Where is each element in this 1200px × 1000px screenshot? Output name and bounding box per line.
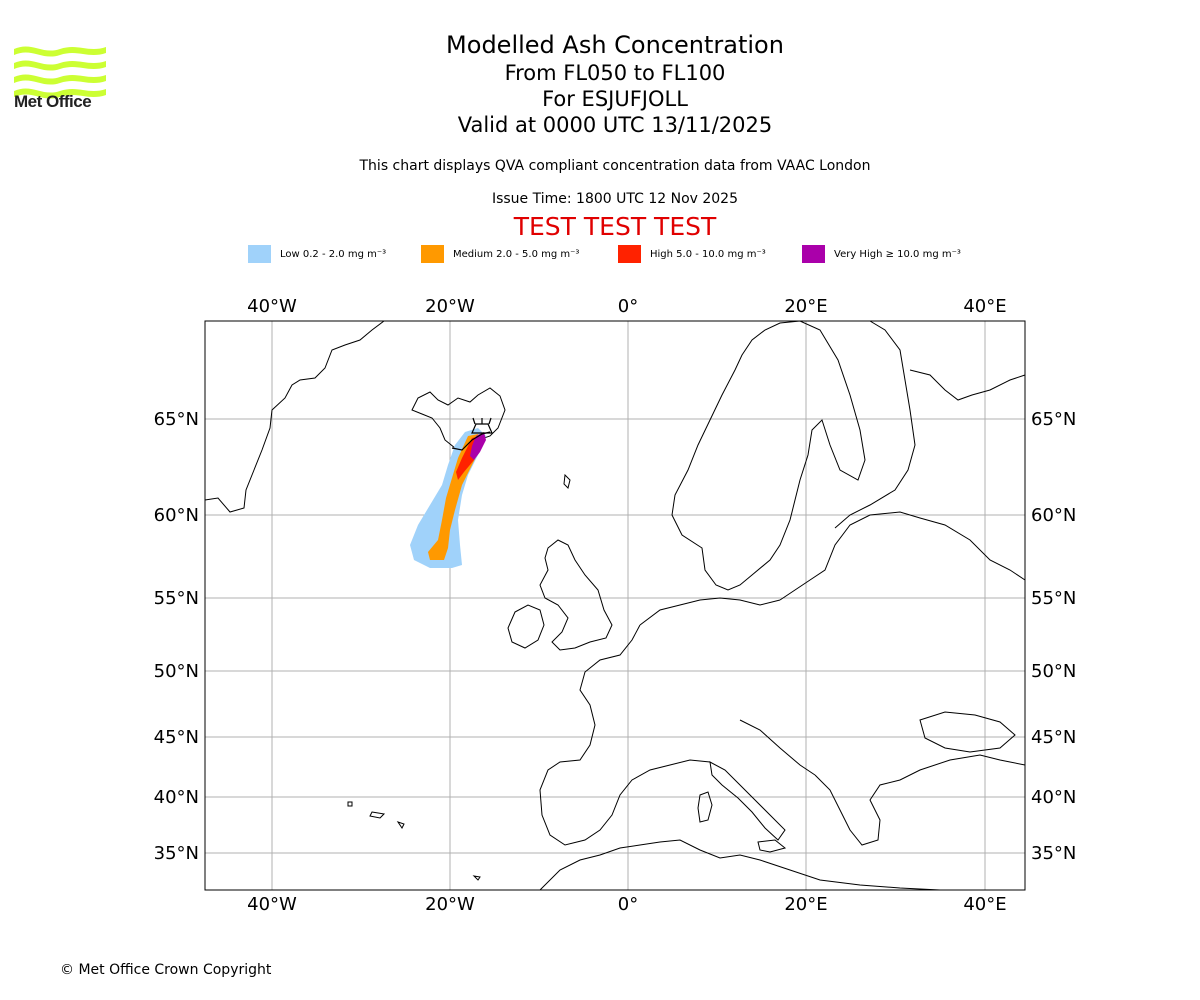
legend-swatch-low <box>248 245 271 263</box>
lon-label: 20°W <box>425 296 475 317</box>
lat-label: 35°N <box>1031 843 1076 864</box>
lon-label: 20°W <box>425 894 475 915</box>
legend-label-very-high: Very High ≥ 10.0 mg m⁻³ <box>834 248 961 260</box>
lat-label: 55°N <box>1031 588 1076 609</box>
legend-label-low: Low 0.2 - 2.0 mg m⁻³ <box>280 248 387 260</box>
legend-label-high: High 5.0 - 10.0 mg m⁻³ <box>650 248 766 260</box>
lon-label: 40°W <box>247 894 297 915</box>
volcano-marker-icon <box>451 417 493 451</box>
lon-label: 20°E <box>784 894 827 915</box>
lat-label: 50°N <box>1031 661 1076 682</box>
test-banner: TEST TEST TEST <box>513 212 717 241</box>
lat-label: 55°N <box>154 588 199 609</box>
lat-label: 65°N <box>1031 409 1076 430</box>
lat-label: 60°N <box>154 505 199 526</box>
lon-labels-top: 40°W 20°W 0° 20°E 40°E <box>247 296 1006 317</box>
lat-label: 40°N <box>154 787 199 808</box>
lat-labels-right: 65°N 60°N 55°N 50°N 45°N 40°N 35°N <box>1031 409 1076 864</box>
lat-label: 65°N <box>154 409 199 430</box>
lat-label: 60°N <box>1031 505 1076 526</box>
lon-label: 0° <box>618 296 638 317</box>
copyright-notice: © Met Office Crown Copyright <box>60 962 272 978</box>
legend-label-medium: Medium 2.0 - 5.0 mg m⁻³ <box>453 248 580 260</box>
met-office-logo-icon <box>14 46 106 99</box>
flight-level-range: From FL050 to FL100 <box>504 61 726 85</box>
map-frame <box>204 320 1026 891</box>
logo-wordmark: Met Office <box>14 92 92 111</box>
lat-label: 35°N <box>154 843 199 864</box>
lat-label: 40°N <box>1031 787 1076 808</box>
legend-item-very-high: Very High ≥ 10.0 mg m⁻³ <box>802 244 961 264</box>
legend-swatch-high <box>618 245 641 263</box>
lon-labels-bottom: 40°W 20°W 0° 20°E 40°E <box>247 894 1006 915</box>
ash-plume <box>410 428 486 568</box>
chart-subtitle: This chart displays QVA compliant concen… <box>359 158 871 174</box>
graticule <box>205 321 1025 890</box>
lat-label: 45°N <box>154 727 199 748</box>
ash-very-high <box>470 432 486 460</box>
legend: Low 0.2 - 2.0 mg m⁻³ Medium 2.0 - 5.0 mg… <box>0 244 1200 264</box>
legend-swatch-very-high <box>802 245 825 263</box>
lon-label: 40°E <box>963 894 1006 915</box>
legend-item-high: High 5.0 - 10.0 mg m⁻³ <box>618 244 766 264</box>
chart-title: Modelled Ash Concentration <box>446 31 784 59</box>
legend-swatch-medium <box>421 245 444 263</box>
legend-item-medium: Medium 2.0 - 5.0 mg m⁻³ <box>421 244 579 264</box>
lon-label: 20°E <box>784 296 827 317</box>
volcano-name: For ESJUFJOLL <box>542 87 688 111</box>
coastlines <box>204 320 1026 891</box>
title-block: Modelled Ash Concentration From FL050 to… <box>265 30 965 138</box>
lat-labels-left: 65°N 60°N 55°N 50°N 45°N 40°N 35°N <box>154 409 199 864</box>
lat-label: 45°N <box>1031 727 1076 748</box>
lat-label: 50°N <box>154 661 199 682</box>
lon-label: 40°W <box>247 296 297 317</box>
lon-label: 40°E <box>963 296 1006 317</box>
lon-label: 0° <box>618 894 638 915</box>
valid-time: Valid at 0000 UTC 13/11/2025 <box>457 113 773 137</box>
issue-time: Issue Time: 1800 UTC 12 Nov 2025 <box>491 191 739 207</box>
legend-item-low: Low 0.2 - 2.0 mg m⁻³ <box>248 244 386 264</box>
